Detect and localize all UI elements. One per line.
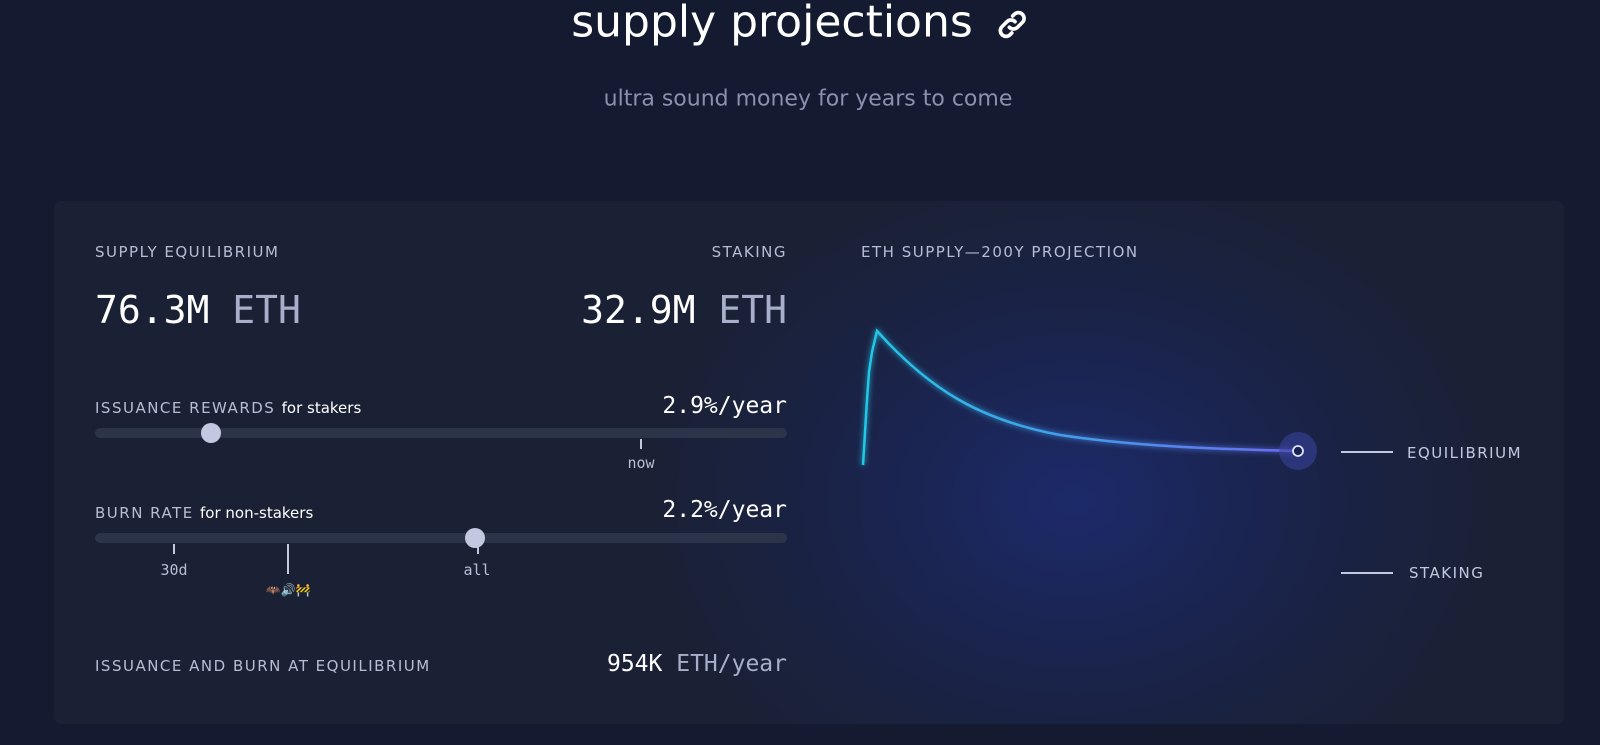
slider-thumb[interactable] xyxy=(465,528,485,548)
tick-label: now xyxy=(627,454,655,472)
stat: 76.3M ETH xyxy=(95,288,301,332)
stat: 954K ETH/year xyxy=(607,651,787,677)
label: ISSUANCE AND BURN AT EQUILIBRIUM xyxy=(95,657,431,675)
slider-label: BURN RATE for non-stakers xyxy=(95,504,313,522)
note: for stakers xyxy=(281,399,362,417)
slider-track[interactable] xyxy=(95,533,787,543)
subtitle: ultra sound money for years to come xyxy=(603,86,1013,112)
label: STAKING xyxy=(711,243,787,261)
label: BURN RATE xyxy=(95,504,194,522)
stat-unit: ETH xyxy=(232,288,301,332)
slider-tick xyxy=(640,439,642,449)
rate: 2.2%/year xyxy=(662,497,787,523)
note: for non-stakers xyxy=(200,504,314,522)
stat-unit: ETH/year xyxy=(676,651,787,677)
tick-label: 🦇🔊🚧 xyxy=(265,583,311,597)
supply-curve xyxy=(861,328,1299,466)
link-icon[interactable] xyxy=(995,8,1029,42)
stat: 32.9M ETH xyxy=(581,288,787,332)
slider-tick xyxy=(287,544,289,574)
slider-tick xyxy=(173,544,175,554)
legend-label: STAKING xyxy=(1409,564,1485,582)
label: SUPPLY EQUILIBRIUM xyxy=(95,243,280,261)
stat-value: 954K xyxy=(606,651,663,677)
stat-value: 32.9M xyxy=(581,288,696,332)
stat-unit: ETH xyxy=(718,288,787,332)
stat-value: 76.3M xyxy=(95,288,210,332)
chart-title: ETH SUPPLY—200Y PROJECTION xyxy=(861,243,1139,261)
page-title: supply projections xyxy=(571,0,1029,48)
legend-label: EQUILIBRIUM xyxy=(1407,444,1523,462)
tick-label: 30d xyxy=(160,561,188,579)
rate: 2.9%/year xyxy=(662,393,787,419)
title-text: supply projections xyxy=(571,0,973,48)
slider-track[interactable] xyxy=(95,428,787,438)
endpoint xyxy=(1292,445,1304,457)
tick-label: all xyxy=(463,561,491,579)
slider-label: ISSUANCE REWARDS for stakers xyxy=(95,399,361,417)
slider-thumb[interactable] xyxy=(201,423,221,443)
slider-tick xyxy=(477,544,479,554)
label: ISSUANCE REWARDS xyxy=(95,399,276,417)
